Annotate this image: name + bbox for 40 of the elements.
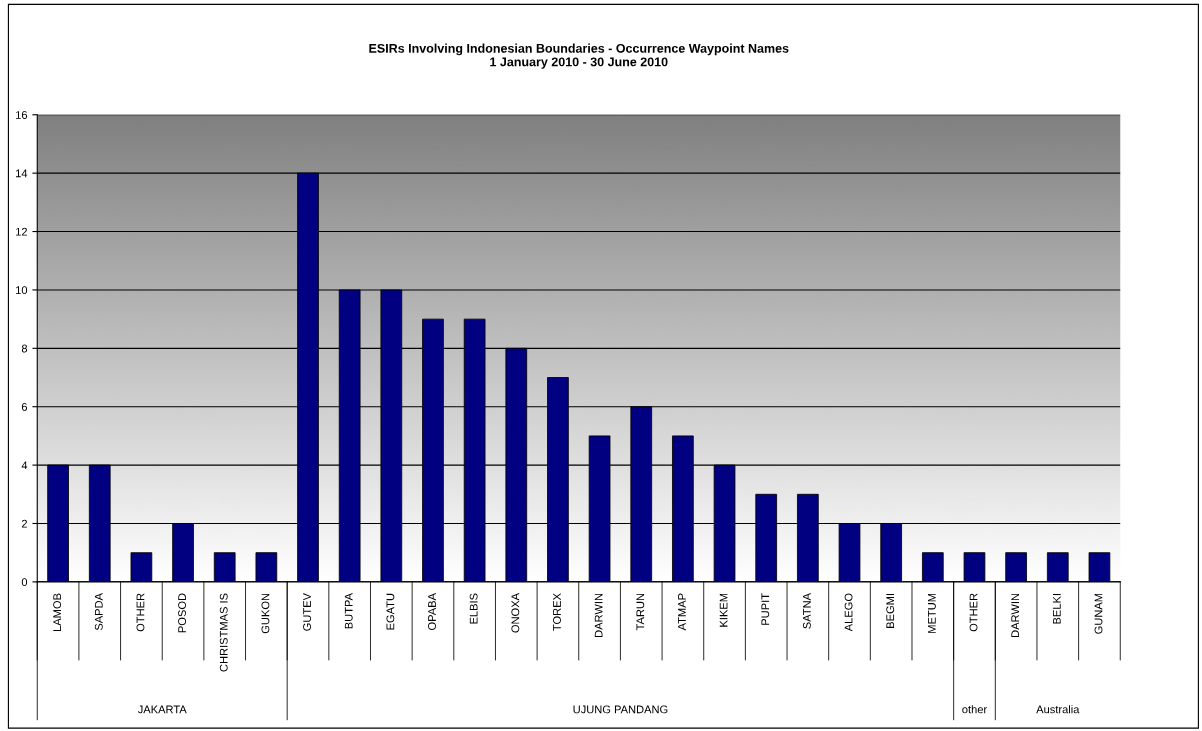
x-tick-label: OTHER [969, 593, 978, 632]
x-tick-label: ATMAP [678, 593, 686, 631]
x-tick-label: GUKON [261, 593, 270, 634]
text: JAKARTA [137, 705, 187, 714]
chart-title: ESIRs Involving Indonesian Boundaries - Occurrence Waypoint Names 1 January 2010 - 30 June 2010 [369, 43, 789, 69]
x-tick-label: OPABA [428, 593, 436, 630]
text: Australia [1036, 705, 1080, 714]
x-tick-label: PUPIT [761, 593, 770, 625]
x-tick-label: TOREX [553, 593, 561, 631]
x-tick-label: DARWIN [594, 593, 603, 637]
x-tick-label: KIKEM [719, 593, 728, 627]
x-tick-label: METUM [928, 593, 936, 633]
x-tick-label: CHRISTMAS IS [219, 593, 228, 672]
y-tick-label: 8 [21, 344, 28, 353]
x-tick-label: LAMOB [53, 593, 62, 631]
x-tick-label: DARWIN [1011, 593, 1019, 637]
x-tick-label: BUTPA [344, 593, 353, 629]
x-tick-label: OTHER [136, 593, 145, 632]
x-tick-label: GUTEV [303, 593, 311, 631]
y-tick-label: 0 [21, 578, 28, 587]
x-tick-label: TARUN [636, 593, 645, 631]
x-tick-label: EGATU [386, 593, 395, 630]
y-tick-label: 10 [16, 286, 28, 295]
text: other [962, 705, 987, 714]
y-tick-label: 16 [16, 111, 28, 119]
y-tick-label: 6 [21, 402, 28, 411]
x-tick-label: SAPDA [94, 593, 103, 631]
x-tick-label: SATNA [802, 593, 811, 629]
y-tick-label: 4 [21, 461, 28, 470]
x-tick-label: BEGMI [886, 594, 895, 628]
y-tick-label: 12 [16, 227, 27, 236]
y-tick-label: 14 [16, 169, 28, 178]
text: UJUNG PANDANG [573, 705, 668, 714]
x-tick-label: ALEGO [844, 593, 853, 632]
y-tick-label: 2 [21, 519, 27, 528]
x-tick-label: ELBIS [469, 593, 478, 624]
x-tick-label: POSOD [178, 593, 187, 633]
x-tick-label: GUNAM [1094, 593, 1103, 634]
x-tick-label: ONOXA [511, 593, 520, 633]
x-tick-label: BELKI [1053, 594, 1061, 624]
